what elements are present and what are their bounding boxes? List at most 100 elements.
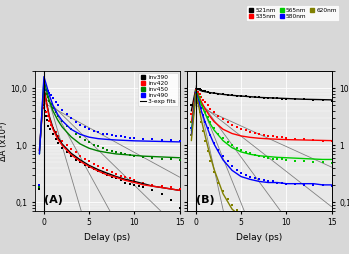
Point: [195, 95, 200, 99]
Point: [292, 137, 298, 141]
Point: [193, 90, 199, 94]
Point: [270, 179, 276, 183]
Point: [257, 96, 262, 100]
Point: [283, 97, 289, 101]
Point: [302, 137, 307, 141]
Point: [211, 141, 217, 145]
Point: [279, 135, 284, 139]
Point: [104, 132, 110, 136]
Point: [159, 192, 164, 196]
Point: [266, 134, 271, 138]
Point: [46, 99, 52, 103]
Point: [188, 103, 194, 107]
Point: [216, 114, 221, 118]
Point: [220, 154, 226, 158]
Point: [188, 126, 194, 130]
Point: [199, 95, 204, 99]
Point: [302, 159, 307, 163]
Point: [132, 136, 137, 140]
Point: [302, 222, 307, 226]
Point: [113, 176, 119, 180]
Point: [211, 170, 217, 174]
Point: [77, 154, 83, 158]
Point: [122, 135, 128, 139]
Point: [109, 149, 114, 153]
Point: [252, 95, 258, 99]
Point: [41, 89, 47, 93]
Point: [252, 176, 258, 180]
Point: [55, 114, 61, 118]
Point: [225, 93, 230, 97]
Point: [141, 155, 146, 159]
Point: [202, 89, 208, 93]
Point: [243, 128, 248, 132]
Point: [168, 138, 173, 142]
Point: [150, 137, 155, 141]
Point: [132, 178, 137, 182]
Point: [59, 119, 65, 123]
Y-axis label: ΔA (x10³): ΔA (x10³): [0, 121, 8, 161]
Point: [220, 117, 226, 121]
Point: [49, 122, 54, 126]
Point: [100, 132, 105, 136]
Point: [197, 92, 202, 97]
Point: [46, 124, 51, 128]
Point: [283, 221, 289, 226]
Point: [199, 106, 204, 110]
Point: [193, 95, 199, 99]
Point: [73, 150, 79, 154]
Point: [150, 156, 155, 160]
Point: [127, 176, 133, 180]
Point: [77, 160, 83, 164]
Point: [109, 170, 114, 174]
Point: [205, 103, 210, 107]
Point: [59, 108, 65, 112]
Point: [37, 185, 42, 189]
Point: [45, 95, 50, 99]
Point: [257, 177, 262, 181]
Point: [208, 106, 213, 110]
Point: [188, 133, 194, 137]
Point: [205, 149, 210, 153]
X-axis label: Delay (ps): Delay (ps): [236, 233, 282, 242]
Point: [283, 136, 289, 140]
Point: [53, 137, 59, 141]
Point: [220, 189, 226, 193]
Point: [132, 183, 137, 187]
Point: [320, 160, 325, 164]
Point: [252, 131, 258, 135]
Point: [43, 114, 49, 118]
Point: [320, 223, 325, 227]
Point: [193, 87, 199, 91]
Point: [229, 164, 235, 168]
Point: [266, 220, 271, 224]
Point: [238, 94, 244, 98]
Point: [37, 183, 42, 187]
Point: [41, 86, 47, 90]
Point: [127, 182, 133, 186]
Point: [109, 133, 114, 137]
Point: [37, 183, 42, 187]
Point: [257, 132, 262, 136]
Point: [234, 125, 239, 129]
Point: [122, 181, 128, 185]
Point: [229, 122, 235, 126]
Point: [64, 112, 69, 116]
Point: [59, 139, 65, 143]
Point: [55, 103, 61, 107]
Point: [55, 141, 61, 145]
Point: [275, 181, 280, 185]
Point: [113, 134, 119, 138]
Point: [199, 119, 204, 123]
Point: [73, 158, 79, 162]
Point: [50, 132, 56, 136]
Text: (B): (B): [195, 195, 214, 205]
Point: [195, 90, 200, 94]
Point: [311, 138, 316, 142]
Point: [141, 137, 146, 141]
Point: [118, 134, 124, 138]
Point: [329, 99, 334, 103]
Point: [122, 152, 128, 156]
Point: [197, 100, 202, 104]
Point: [199, 100, 204, 104]
